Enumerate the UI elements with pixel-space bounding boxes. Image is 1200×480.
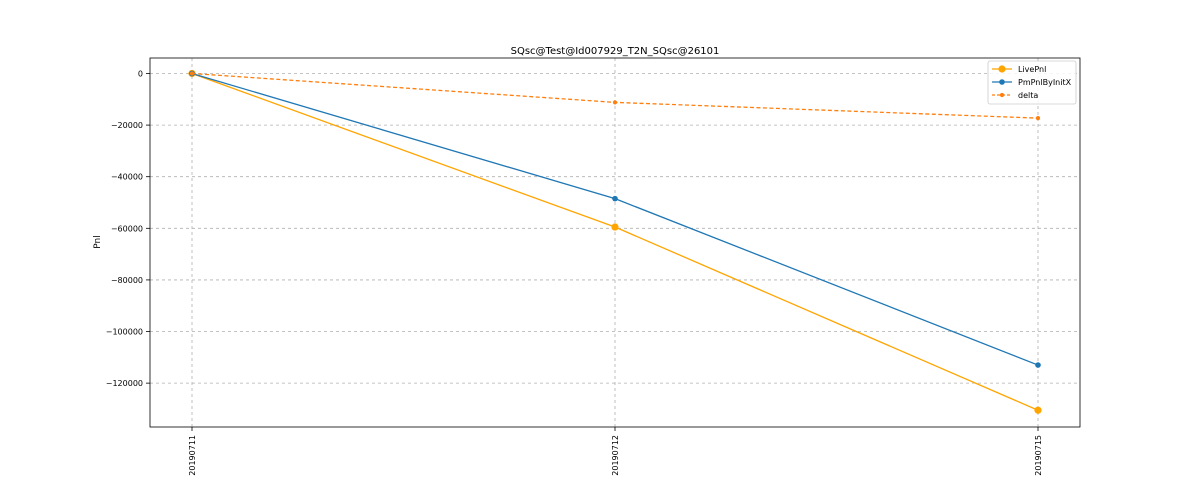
data-point-delta xyxy=(189,71,195,76)
legend-label-delta: delta xyxy=(1018,91,1038,100)
series-layer xyxy=(188,69,1042,414)
data-point-delta xyxy=(612,100,618,105)
legend-box xyxy=(987,60,1077,105)
axes: 0 −20000 −40000 −60000 −80000 −100000 −120000 2… xyxy=(106,69,1043,475)
data-point-delta xyxy=(1035,116,1041,121)
x-tick-label: 20190715 xyxy=(1034,435,1043,476)
legend-label-livepnl: LivePnl xyxy=(1018,65,1046,74)
x-tick-label: 20190711 xyxy=(188,435,197,476)
y-tick-label: −80000 xyxy=(111,276,143,285)
legend-label-pmpnlbyinitx: PmPnlByInitX xyxy=(1018,78,1072,87)
y-tick-label: −40000 xyxy=(111,173,143,182)
y-tick-label: −100000 xyxy=(106,328,143,337)
y-axis-label: Pnl xyxy=(93,235,103,248)
legend-marker-livepnl xyxy=(998,65,1006,73)
y-tick-label: −20000 xyxy=(111,121,143,130)
data-point-livepnl xyxy=(1034,406,1042,414)
y-tick-label: −60000 xyxy=(111,224,143,233)
chart-title: SQsc@Test@Id007929_T2N_SQsc@26101 xyxy=(511,46,720,57)
data-point-livepnl xyxy=(611,223,619,231)
grid xyxy=(150,58,1080,427)
series-line-pmpnlbyinitx xyxy=(191,72,1039,366)
y-tick-label: −120000 xyxy=(106,379,143,388)
y-tick-label: 0 xyxy=(138,69,143,78)
legend: LivePnl PmPnlByInitX delta xyxy=(987,60,1077,105)
data-point-pmpnlbyinitx xyxy=(1035,362,1041,368)
x-tick-label: 20190712 xyxy=(611,435,620,476)
legend-marker-pmpnlbyinitx xyxy=(999,79,1005,85)
data-point-pmpnlbyinitx xyxy=(612,195,618,202)
legend-marker-delta xyxy=(999,92,1005,98)
